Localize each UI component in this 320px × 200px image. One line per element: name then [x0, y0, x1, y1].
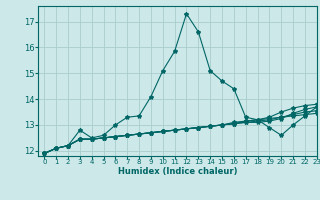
X-axis label: Humidex (Indice chaleur): Humidex (Indice chaleur) — [118, 167, 237, 176]
